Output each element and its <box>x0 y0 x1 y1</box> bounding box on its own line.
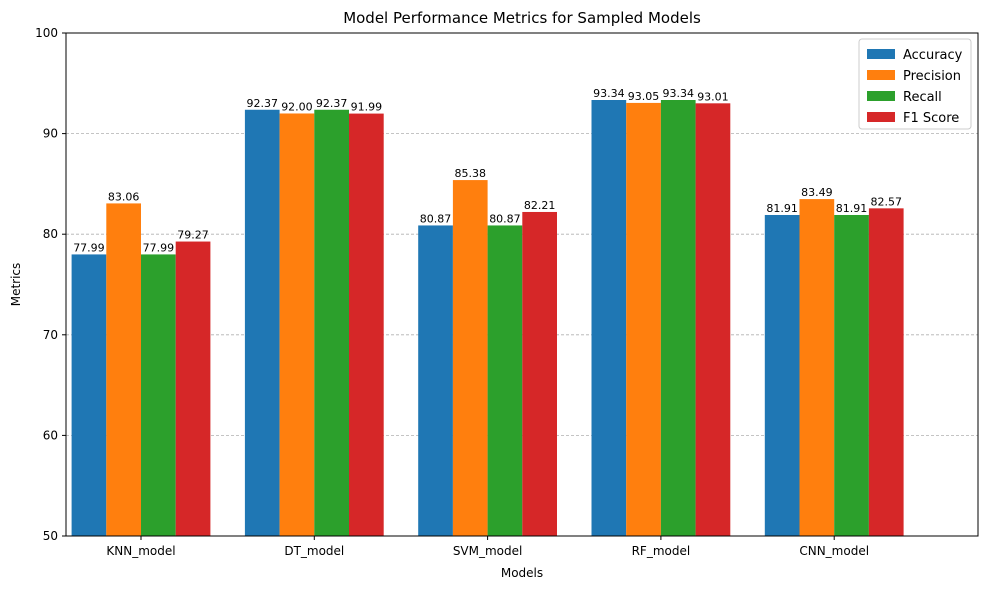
bar-accuracy <box>764 214 800 536</box>
bar-recall <box>834 214 869 536</box>
bar-recall <box>660 99 696 536</box>
bar-recall <box>141 254 176 536</box>
data-label: 83.49 <box>801 186 833 199</box>
y-tick-label: 50 <box>43 529 58 543</box>
bar-accuracy <box>418 225 453 536</box>
data-label: 79.27 <box>177 229 209 242</box>
legend-swatch <box>867 49 895 59</box>
data-label: 93.34 <box>593 87 625 100</box>
y-tick-label: 90 <box>43 127 58 141</box>
y-axis-label: Metrics <box>9 263 23 307</box>
bar-recall <box>314 109 349 536</box>
bar-f1-score <box>695 103 731 536</box>
x-axis-label: Models <box>501 566 543 580</box>
data-label: 81.91 <box>836 202 868 215</box>
x-axis-ticks: KNN_model DT_model SVM_model RF_model CNN_mo… <box>106 536 869 558</box>
legend-swatch <box>867 91 895 101</box>
data-label: 85.38 <box>455 167 487 180</box>
legend-swatch <box>867 112 895 122</box>
legend-swatch <box>867 70 895 80</box>
y-tick-label: 80 <box>43 227 58 241</box>
bar-precision <box>626 102 661 537</box>
bar-precision <box>279 113 315 536</box>
bar-f1-score <box>349 113 384 536</box>
data-label: 92.37 <box>316 97 348 110</box>
bar-f1-score <box>522 211 557 536</box>
chart-title: Model Performance Metrics for Sampled Mo… <box>343 9 701 27</box>
legend-label: Precision <box>903 69 961 84</box>
data-label: 93.05 <box>628 90 660 103</box>
data-label: 83.06 <box>108 190 140 203</box>
bar-accuracy <box>244 109 280 536</box>
bar-precision <box>799 199 835 536</box>
plot-frame <box>65 32 979 537</box>
bar-accuracy <box>591 99 627 536</box>
data-label: 91.99 <box>351 101 383 114</box>
x-tick-label: KNN_model <box>106 544 175 558</box>
data-label: 92.00 <box>281 100 313 113</box>
data-label: 77.99 <box>143 241 175 254</box>
y-tick-label: 60 <box>43 428 58 442</box>
x-tick-label: DT_model <box>284 544 344 558</box>
x-tick-label: RF_model <box>632 544 691 558</box>
bar-accuracy <box>71 254 107 536</box>
bar-recall <box>487 225 523 536</box>
bar-precision <box>106 203 141 537</box>
y-axis-ticks: 50 60 70 80 90 100 <box>35 26 66 543</box>
bar-precision <box>452 180 488 536</box>
bar-f1-score <box>175 241 211 536</box>
data-label: 82.57 <box>871 195 903 208</box>
legend-box <box>858 38 972 130</box>
x-tick-label: SVM_model <box>453 544 523 558</box>
y-tick-label: 100 <box>35 26 58 40</box>
bars <box>71 99 904 537</box>
data-label: 77.99 <box>73 241 105 254</box>
data-label: 92.37 <box>247 97 279 110</box>
data-label: 80.87 <box>489 212 521 225</box>
data-label: 80.87 <box>420 212 452 225</box>
y-tick-label: 70 <box>43 328 58 342</box>
data-label: 93.01 <box>697 90 729 103</box>
x-tick-label: CNN_model <box>799 544 869 558</box>
data-label: 82.21 <box>524 199 556 212</box>
legend-label: F1 Score <box>903 111 959 126</box>
legend: Accuracy Precision Recall F1 Score <box>858 38 972 130</box>
legend-label: Accuracy <box>903 48 963 63</box>
data-label: 93.34 <box>663 87 695 100</box>
bar-f1-score <box>868 208 904 536</box>
data-label: 81.91 <box>766 202 798 215</box>
legend-label: Recall <box>903 90 942 105</box>
